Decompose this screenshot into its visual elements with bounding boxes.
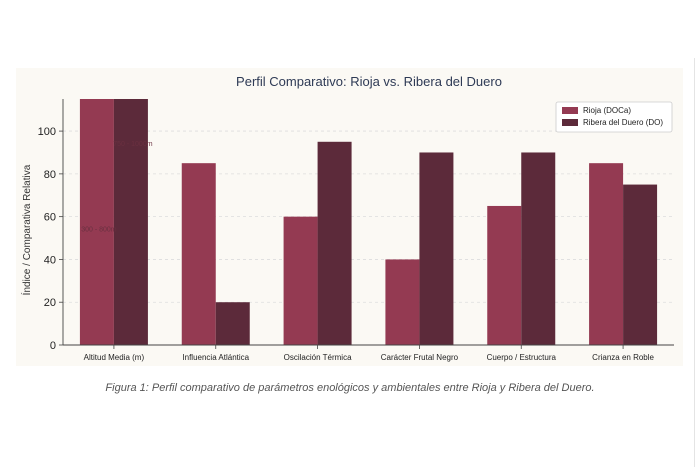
x-tick-label: Oscilación Térmica bbox=[284, 353, 352, 362]
bar-ribera bbox=[521, 152, 556, 345]
bar-ribera bbox=[317, 141, 352, 345]
x-tick-label: Influencia Atlántica bbox=[182, 353, 249, 362]
chart-title: Perfil Comparativo: Rioja vs. Ribera del… bbox=[236, 74, 502, 89]
bar-chart: Perfil Comparativo: Rioja vs. Ribera del… bbox=[20, 74, 674, 362]
legend-swatch bbox=[562, 119, 578, 126]
x-tick-label: Cuerpo / Estructura bbox=[487, 353, 557, 362]
bar-rioja bbox=[487, 205, 522, 345]
legend-label: Rioja (DOCa) bbox=[583, 106, 631, 115]
y-tick-label: 20 bbox=[44, 297, 56, 309]
bar-rioja bbox=[79, 99, 114, 345]
bar-ribera bbox=[215, 302, 250, 345]
y-tick-label: 60 bbox=[44, 212, 56, 224]
legend: Rioja (DOCa) Ribera del Duero (DO) bbox=[555, 101, 673, 133]
bar-rioja bbox=[181, 163, 216, 345]
y-tick-label: 100 bbox=[38, 126, 56, 138]
x-tick-label: Altitud Media (m) bbox=[84, 353, 145, 362]
bar-rioja bbox=[283, 216, 318, 345]
bar-annotation: 750 - 1000m bbox=[113, 141, 152, 148]
x-tick-label: Crianza en Roble bbox=[592, 353, 654, 362]
legend-swatch bbox=[562, 107, 578, 114]
figure-caption: Figura 1: Perfil comparativo de parámetr… bbox=[105, 382, 595, 394]
figure-panel: Perfil Comparativo: Rioja vs. Ribera del… bbox=[16, 68, 683, 366]
y-tick-label: 40 bbox=[44, 254, 56, 266]
grid-layer bbox=[63, 130, 674, 303]
bar-rioja bbox=[589, 163, 624, 345]
scroll-edge bbox=[694, 58, 695, 467]
bar-ribera bbox=[623, 184, 658, 345]
annotation-layer: 300 - 800m 750 - 1000m bbox=[81, 141, 153, 234]
legend-box bbox=[555, 101, 673, 133]
bar-ribera bbox=[113, 99, 148, 345]
axis-layer: 0 20 40 60 80 100 Altitud Media (m) Influencia … bbox=[38, 99, 674, 362]
bars-layer bbox=[79, 99, 658, 345]
y-tick-label: 0 bbox=[50, 340, 56, 352]
bar-annotation: 300 - 800m bbox=[81, 227, 117, 234]
y-axis-label: Índice / Comparativa Relativa bbox=[20, 164, 33, 295]
y-tick-label: 80 bbox=[44, 169, 56, 181]
legend-label: Ribera del Duero (DO) bbox=[583, 118, 663, 127]
bar-rioja bbox=[385, 259, 420, 345]
bar-ribera bbox=[419, 152, 454, 345]
x-tick-label: Carácter Frutal Negro bbox=[381, 353, 459, 362]
